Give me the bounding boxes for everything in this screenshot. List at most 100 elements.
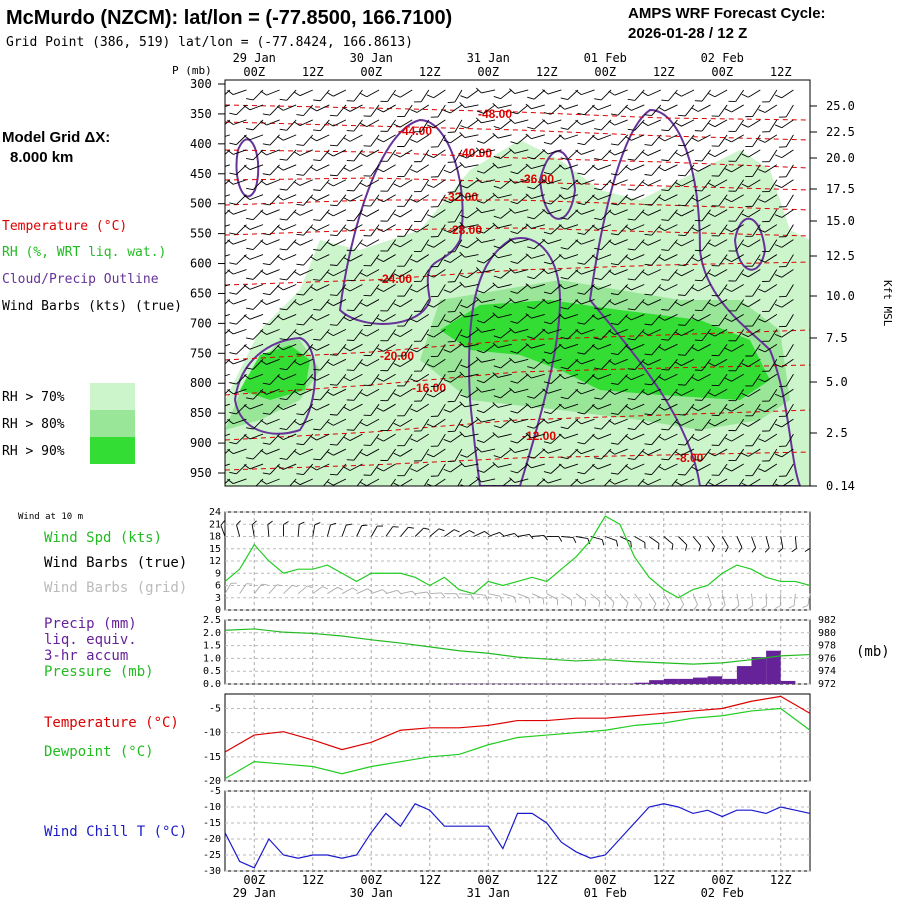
wind-barb-staff [312,524,316,537]
wind-barb [711,194,728,207]
wind-barb-staff [283,194,297,201]
wind-barb-flag [610,322,619,326]
wind-barb-staff [349,403,363,412]
wind-barb-staff [387,388,396,401]
wind-barb-flag [397,325,405,327]
wind-barb-flag [243,254,251,260]
wind-barb-staff [718,314,728,326]
wind-barb [527,358,546,369]
wind-barb-staff [681,89,695,97]
wind-barb-flag [674,211,682,217]
wind-barb-staff [681,478,695,486]
wind-barb [678,403,695,416]
wind-barb [443,463,463,473]
wind-barb-flag [459,431,466,438]
wind-barb [360,209,380,217]
wind-barb-flag [639,602,643,609]
wind-barb-flag [724,467,732,472]
wind-barb [774,89,794,99]
wind-barb [246,89,264,101]
wind-barb [758,134,778,143]
wind-barb-staff [718,134,728,147]
wind-barb-flag [329,473,338,476]
wind-barb-grid [546,593,559,606]
wind-barb-flag [393,153,401,158]
wind-barb-staff [303,224,314,236]
wind-barb-staff [299,299,313,306]
wind-barb-flag [745,235,753,237]
wind-barb [762,269,778,282]
wind-barb-staff [225,209,231,220]
wind-barb-staff [404,164,413,177]
wind-barb [625,134,645,141]
wind-barb-staff [316,104,330,112]
wind-barb [658,433,678,441]
wind-barb-flag [575,209,582,215]
wind-barb-staff [785,433,794,447]
wind-barb [279,269,297,281]
wind-barb-staff [533,119,546,130]
wind-barb-staff [497,313,512,319]
wind-barb-flag [267,520,273,525]
wind-barb [476,224,496,234]
wind-barb [608,179,628,186]
wind-barb-staff [701,359,711,371]
wind-barb-flag [527,425,535,429]
wind-barb-flag [380,310,388,312]
wind-barb-staff [349,224,363,232]
wind-barb-staff [564,194,579,200]
wind-barb-flag [510,111,518,115]
wind-barb-staff [353,179,363,192]
wind-barb-flag [293,91,301,97]
wind-barb-flag [430,385,439,387]
wind-barb-staff [387,418,396,431]
pressure-tick-label: 650 [190,286,212,300]
wind-barb-staff [564,403,579,409]
wind-barb-staff [488,531,500,537]
wind-barb-flag [747,605,754,610]
wind-barb [397,284,413,297]
precip-bar [751,657,767,684]
wind-barb-flag [363,145,371,147]
wind-barb-true [692,536,702,552]
wind-barb-flag [575,449,582,455]
wind-barb-flag [525,402,532,409]
wind-barb-staff [697,343,711,352]
wind-barb-staff [614,448,628,455]
wind-barb-staff [483,433,496,443]
wind-barb [627,418,645,430]
wind-barb [410,224,430,233]
wind-barb-staff [333,358,347,366]
wind-barb-flag [644,443,652,446]
wind-barb [627,89,645,101]
wind-barb-flag [211,253,217,260]
wind-barb-staff [701,329,711,341]
wind-barb [387,478,396,486]
wind-barb [745,433,761,447]
wind-barb-staff [437,164,446,177]
wind-barb [591,433,612,440]
wind-barb [277,104,297,111]
wind-barb-flag [460,244,468,249]
wind-barb-flag [443,199,451,204]
wind-barb-flag [577,142,585,146]
wind-barb-staff [619,536,631,542]
wind-barb-flag [227,389,234,395]
wind-barb [447,149,463,163]
wind-barb [225,179,231,190]
wind-barb [542,238,562,245]
wind-barb-staff [336,433,347,446]
time-tick-bottom: 00Z [243,873,265,887]
wind-barb [397,403,413,417]
wind-barb-staff [752,194,761,207]
wind-barb [476,433,496,443]
wind-barb-flag [508,447,515,453]
wind-barb-staff [433,358,446,368]
wind-barb [691,254,711,262]
wind-barb-staff [631,373,645,381]
wind-barb-staff [366,358,380,367]
wind-barb-flag [577,202,585,205]
wind-barb-flag [410,228,418,233]
height-axis-title: Kft MSL [881,280,894,327]
wind-barb [594,119,612,131]
